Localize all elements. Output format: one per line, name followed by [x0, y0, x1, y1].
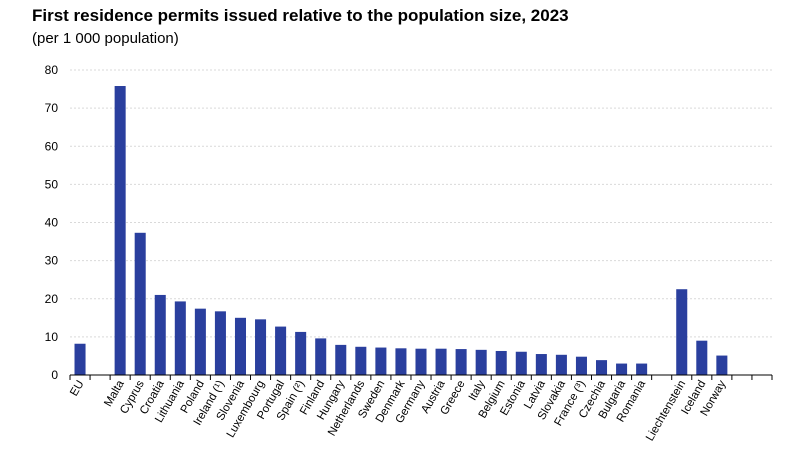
x-axis-category-labels: EU MaltaCyprusCroatiaLithuaniaPolandIrela…: [68, 378, 728, 443]
bar: [214, 311, 226, 375]
y-tick-label: 40: [45, 216, 59, 230]
y-tick-label: 60: [45, 139, 59, 153]
y-tick-label: 50: [45, 177, 59, 191]
bar: [435, 348, 447, 375]
bar: [535, 354, 547, 375]
bar: [575, 356, 587, 375]
y-tick-label: 70: [45, 101, 59, 115]
bar: [455, 349, 467, 375]
bar: [395, 348, 407, 375]
bar: [636, 363, 648, 375]
chart-subtitle: (per 1 000 population): [32, 30, 179, 47]
bar: [74, 343, 86, 375]
chart-title: First residence permits issued relative …: [32, 6, 569, 25]
bar: [194, 308, 206, 375]
bar: [676, 289, 688, 375]
bar: [616, 363, 628, 375]
bar: [275, 326, 287, 375]
bar: [174, 301, 186, 375]
bar: [495, 350, 507, 375]
bar: [315, 338, 327, 375]
bar: [355, 346, 367, 375]
bars: [74, 86, 728, 375]
bar: [716, 355, 728, 375]
y-tick-label: 0: [51, 368, 58, 382]
y-tick-label: 20: [45, 292, 59, 306]
bar: [696, 340, 708, 375]
x-category-label: EU: [68, 379, 86, 399]
bar: [134, 232, 146, 375]
bar: [255, 319, 267, 375]
bar: [375, 347, 387, 375]
bar: [555, 354, 567, 375]
bar: [154, 294, 166, 375]
bar: [475, 349, 487, 375]
bar: [114, 86, 126, 375]
x-axis: [69, 374, 773, 380]
y-tick-label: 10: [45, 330, 59, 344]
bar: [515, 351, 527, 375]
bar: [295, 331, 307, 375]
bar: [415, 348, 427, 375]
y-tick-label: 80: [45, 63, 59, 77]
y-axis-tick-labels: 0 10 20 30 40 50 60 70 80: [45, 63, 59, 382]
bar: [335, 344, 347, 375]
y-tick-label: 30: [45, 254, 59, 268]
bar: [595, 360, 608, 375]
gridlines: [70, 69, 772, 338]
bar: [234, 317, 247, 375]
